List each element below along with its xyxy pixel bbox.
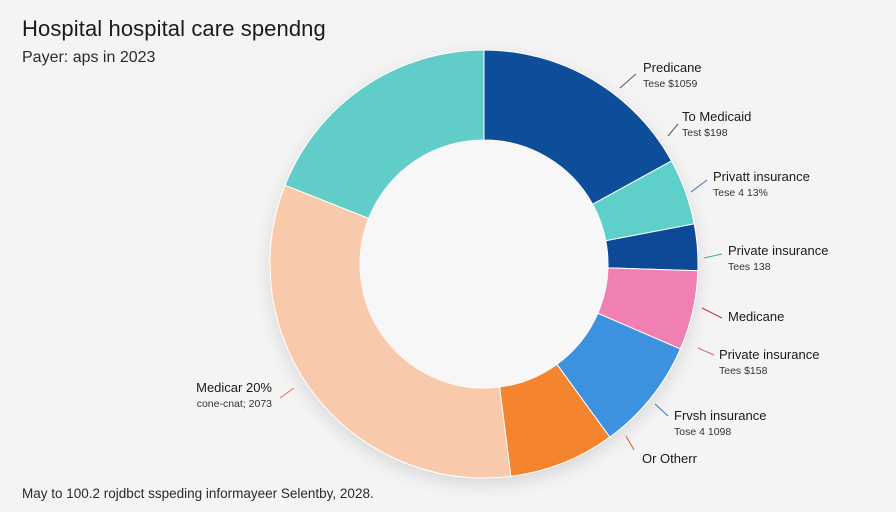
slice-value-medicar: cone-cnat; 2073 [197, 398, 272, 410]
slice-value-privatt-insurance: Tese 4 13% [713, 187, 768, 199]
callout-line-privatt-insurance [690, 179, 708, 193]
slice-label-private-insurance-2: Private insurance [719, 347, 819, 362]
slice-label-predicane: Predicane [643, 60, 702, 75]
slice-label-privatt-insurance: Privatt insurance [713, 169, 810, 184]
slice-value-predicane: Tese $1059 [643, 78, 697, 90]
donut-hole [360, 140, 608, 388]
slice-label-private-insurance-1: Private insurance [728, 243, 828, 258]
slice-value-private-insurance-2: Tees $158 [719, 365, 768, 377]
slice-value-private-insurance-1: Tees 138 [728, 261, 771, 273]
slice-label-frvsh-insurance: Frvsh insurance [674, 408, 766, 423]
callout-line-predicane [619, 73, 637, 89]
callout-line-medicane [701, 307, 723, 319]
chart-subtitle: Payer: aps in 2023 [22, 49, 156, 66]
callout-line-private-insurance-2 [697, 347, 715, 356]
slice-label-to-medicaid: To Medicaid [682, 109, 751, 124]
chart-title: Hospital hospital care spendng [22, 16, 326, 41]
slice-label-or-otherr: Or Otherr [642, 451, 698, 466]
slice-label-medicane: Medicane [728, 309, 784, 324]
callout-line-frvsh-insurance [654, 403, 669, 417]
slice-value-frvsh-insurance: Tose 4 1098 [674, 426, 731, 438]
callout-line-private-insurance-1 [703, 253, 723, 259]
slice-value-to-medicaid: Test $198 [682, 127, 728, 139]
callout-line-medicar [279, 387, 295, 399]
callout-line-to-medicaid [667, 123, 679, 137]
slice-label-medicar: Medicar 20% [196, 380, 272, 395]
callout-line-or-otherr [625, 435, 635, 451]
chart-footnote: May to 100.2 rojdbct sspeding informayee… [22, 486, 374, 501]
